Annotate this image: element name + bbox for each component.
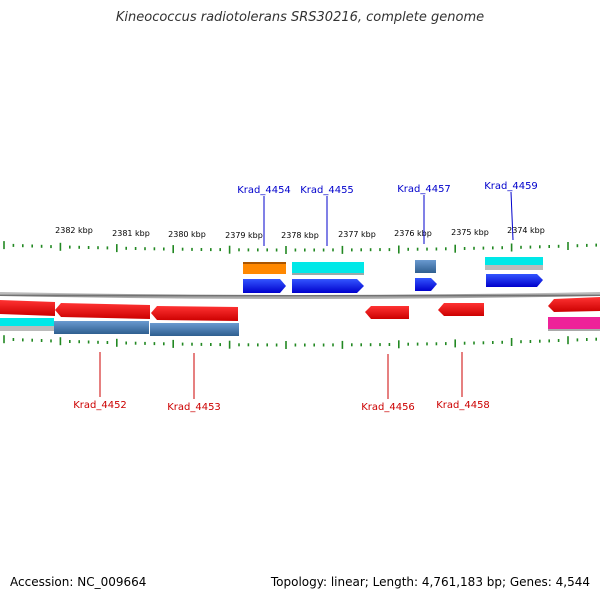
tick-label: 2381 kbp xyxy=(112,229,150,238)
feature-grey xyxy=(485,265,543,270)
bottom-gene-labels: Krad_4452 Krad_4453 Krad_4456 Krad_4458 xyxy=(73,352,490,413)
feature-cyan-2[interactable] xyxy=(485,257,543,265)
axis-labels: 2382 kbp 2381 kbp 2380 kbp 2379 kbp 2378… xyxy=(55,226,545,240)
cds-arrow-krad-4458[interactable] xyxy=(438,303,484,316)
reverse-cds-track xyxy=(0,297,600,321)
tick-label: 2377 kbp xyxy=(338,230,376,239)
gene-label-krad-4452[interactable]: Krad_4452 xyxy=(73,400,127,411)
gene-label-krad-4457[interactable]: Krad_4457 xyxy=(397,184,451,195)
genome-backbone xyxy=(0,292,600,299)
tick-ring-outer xyxy=(3,241,598,254)
cds-arrow-krad-4454[interactable] xyxy=(243,279,286,293)
gene-label-krad-4456[interactable]: Krad_4456 xyxy=(361,402,415,413)
gene-label-krad-4458[interactable]: Krad_4458 xyxy=(436,400,490,411)
cds-arrow-krad-4459[interactable] xyxy=(486,274,543,287)
feature-cyan-shadow xyxy=(292,273,364,275)
tick-label: 2382 kbp xyxy=(55,226,93,235)
feature-magenta-shadow xyxy=(548,329,600,331)
map-title: Kineococcus radiotolerans SRS30216, comp… xyxy=(115,10,485,25)
accession-text: Accession: NC_009664 xyxy=(10,575,147,589)
tick-label: 2376 kbp xyxy=(394,229,432,238)
leader-line xyxy=(510,191,514,241)
forward-cds-track xyxy=(243,274,543,293)
top-gene-labels: Krad_4454 Krad_4455 Krad_4457 Krad_4459 xyxy=(237,181,538,246)
gene-label-krad-4459[interactable]: Krad_4459 xyxy=(484,181,538,192)
tick-ring-inner xyxy=(3,335,598,349)
gene-label-krad-4455[interactable]: Krad_4455 xyxy=(300,185,354,196)
tick-label: 2375 kbp xyxy=(451,228,489,237)
tick-label: 2380 kbp xyxy=(168,230,206,239)
cds-arrow-krad-4456[interactable] xyxy=(365,306,409,319)
feature-steel[interactable] xyxy=(415,260,436,273)
tick-label: 2378 kbp xyxy=(281,231,319,240)
feature-orange-shadow xyxy=(243,262,286,264)
feature-cyan[interactable] xyxy=(292,262,364,273)
feature-cyan-left[interactable] xyxy=(0,318,54,326)
feature-grey-left xyxy=(0,326,54,331)
tick-label: 2379 kbp xyxy=(225,231,263,240)
cds-arrow-krad-4455[interactable] xyxy=(292,279,364,293)
gene-label-krad-4454[interactable]: Krad_4454 xyxy=(237,185,291,196)
cds-arrow-reverse[interactable] xyxy=(0,300,55,316)
cds-arrow-krad-4457[interactable] xyxy=(415,278,437,291)
tick-label: 2374 kbp xyxy=(507,226,545,235)
feature-orange[interactable] xyxy=(243,262,286,274)
genome-stats: Topology: linear; Length: 4,761,183 bp; … xyxy=(270,575,590,589)
feature-steel-long-1[interactable] xyxy=(54,321,149,334)
feature-steel-long-2[interactable] xyxy=(150,323,239,336)
cds-arrow-krad-4453[interactable] xyxy=(151,306,238,321)
gene-label-krad-4453[interactable]: Krad_4453 xyxy=(167,402,221,413)
cds-arrow-right[interactable] xyxy=(548,297,600,312)
cds-arrow-krad-4452[interactable] xyxy=(55,303,150,319)
feature-magenta[interactable] xyxy=(548,317,600,329)
